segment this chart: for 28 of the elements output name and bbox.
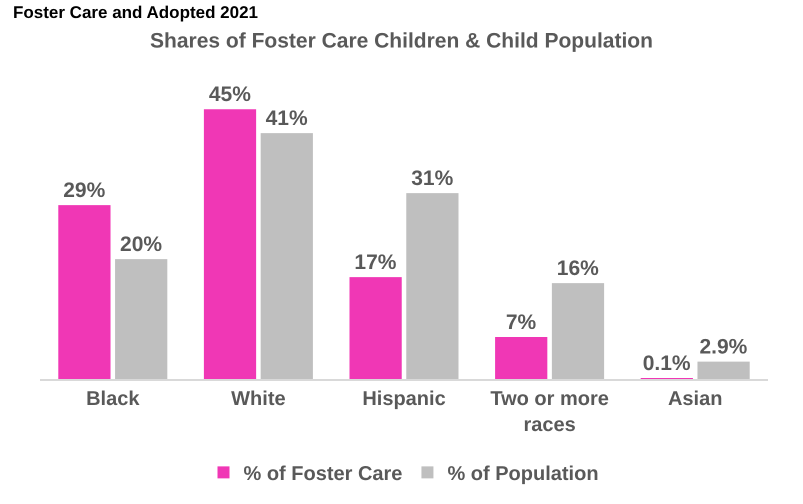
x-tick-label: Asian [668,388,722,410]
chart-title: Shares of Foster Care Children & Child Population [150,29,653,52]
data-label: 41% [266,107,308,130]
legend-label: % of Population [447,463,599,486]
data-label: 31% [411,167,454,190]
bar [58,205,111,379]
bar [406,193,459,379]
data-label: 7% [506,311,537,334]
bar [495,337,548,379]
data-label: 29% [63,179,106,202]
x-tick-label: White [231,388,286,410]
bar [552,283,604,379]
data-label: 2.9% [699,336,748,359]
x-tick-label: Hispanic [362,388,446,410]
data-label: 0.1% [642,352,691,375]
data-label: 20% [120,233,162,256]
data-label: 16% [556,257,600,280]
bar [260,133,313,379]
bar [115,259,168,379]
bar [697,362,750,379]
data-label: 17% [354,251,397,274]
data-label: 45% [208,83,252,106]
x-tick-label: Black [86,388,140,410]
bar [204,109,256,379]
bar [349,277,402,379]
legend-label: % of Foster Care [244,463,402,486]
text: Foster Care and Adopted 2021 [13,3,258,22]
x-tick-label: Two or more races [490,388,609,436]
